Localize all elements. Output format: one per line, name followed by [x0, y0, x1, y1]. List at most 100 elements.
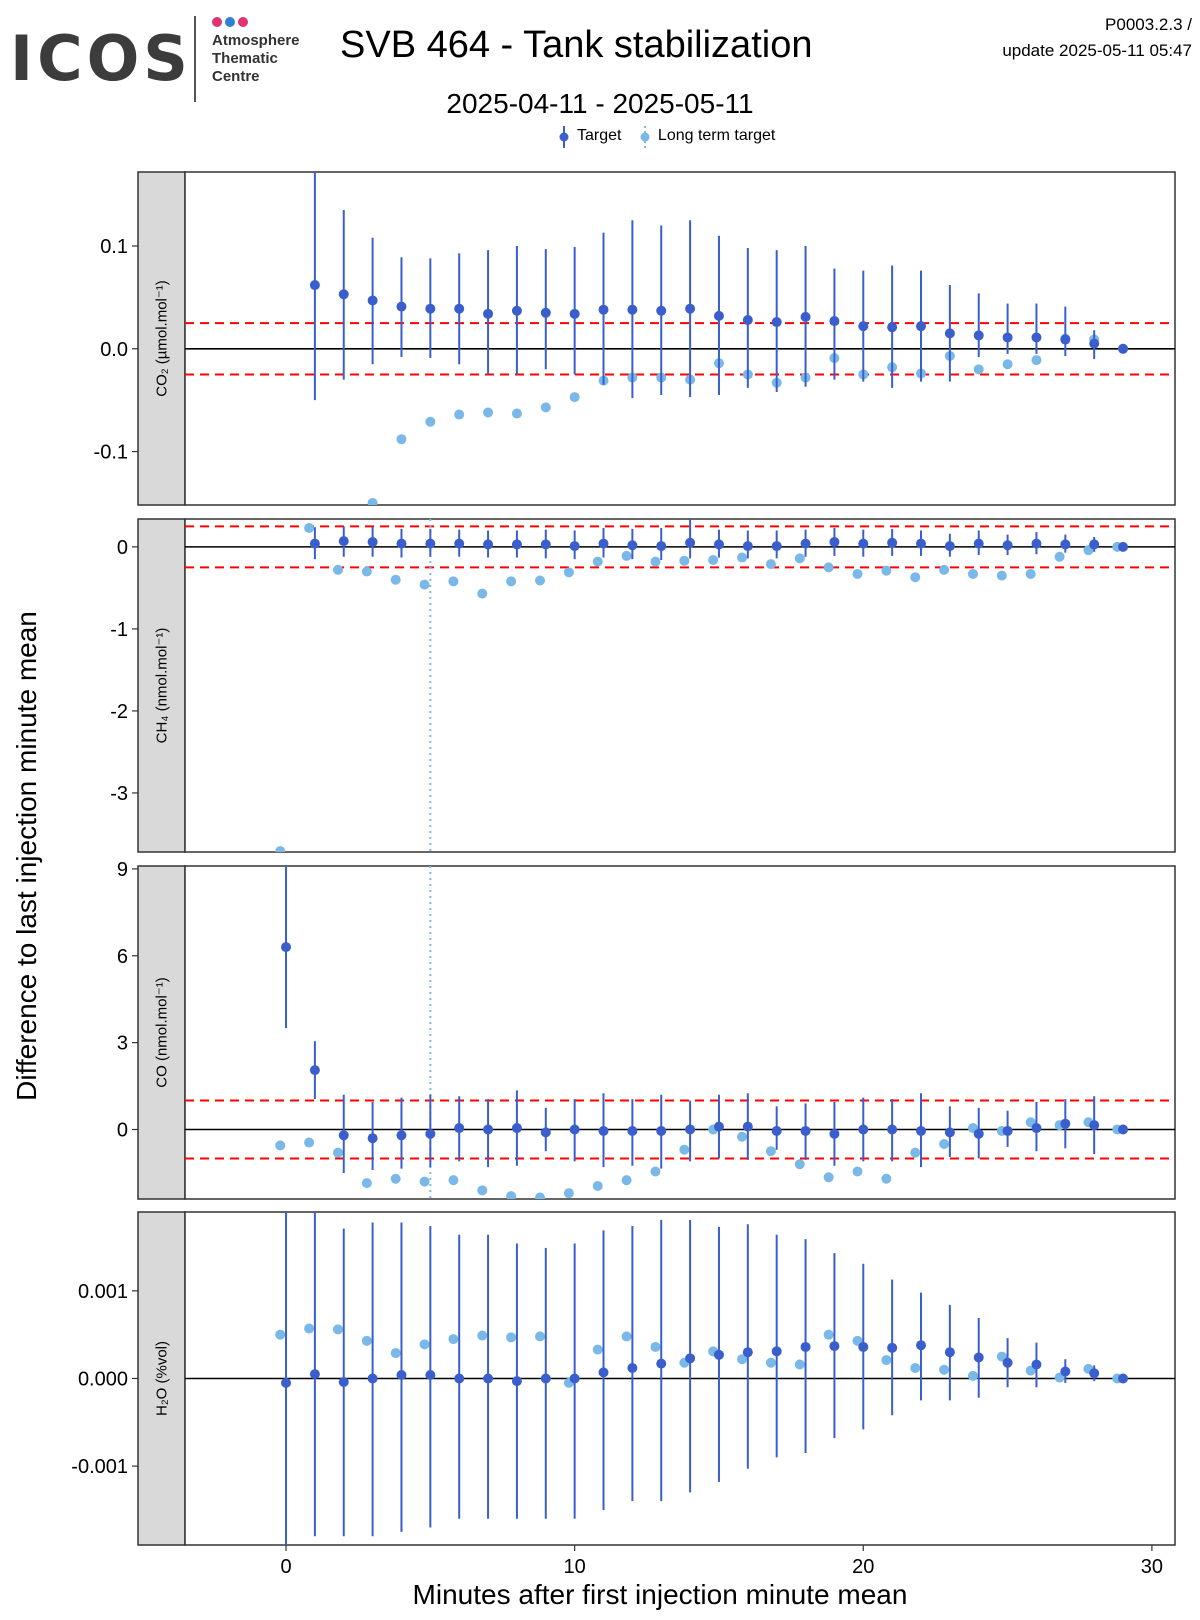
long-term-point: [823, 562, 834, 573]
target-point: [627, 1125, 638, 1136]
long-term-point: [477, 588, 488, 599]
long-term-point: [419, 1176, 430, 1187]
long-term-point: [621, 1175, 632, 1186]
y-tick-label: -0.001: [71, 1456, 128, 1478]
y-tick-label: 9: [117, 859, 128, 881]
long-term-point: [765, 1146, 776, 1157]
target-point: [713, 539, 724, 550]
target-point: [973, 1352, 984, 1363]
target-point: [396, 1369, 407, 1380]
long-term-point: [1025, 568, 1036, 579]
long-term-point: [304, 1137, 315, 1148]
target-point: [916, 1340, 927, 1351]
target-point: [425, 1128, 436, 1139]
long-term-point: [390, 1348, 401, 1359]
target-point: [800, 1341, 811, 1352]
target-point: [944, 1347, 955, 1358]
legend-key-target: [559, 126, 569, 148]
target-point: [1060, 1118, 1071, 1129]
target-point: [540, 307, 551, 318]
y-tick-label: -2: [110, 701, 128, 723]
panel-frame: [184, 518, 1176, 853]
target-point: [454, 303, 465, 314]
long-term-point: [448, 1175, 459, 1186]
target-point: [569, 541, 580, 552]
logo-dot-1: [212, 17, 222, 27]
version-label: P0003.2.3 /: [1105, 15, 1192, 34]
long-term-point: [939, 1364, 950, 1375]
target-point: [425, 538, 436, 549]
target-point: [916, 1125, 927, 1136]
target-point: [598, 538, 609, 549]
target-point: [454, 1373, 465, 1384]
long-term-point: [477, 1185, 488, 1196]
long-term-point: [506, 576, 517, 587]
panel-2: CH₄ (nmol.mol⁻¹) -3 -2 -1 0: [110, 518, 1176, 853]
target-point: [800, 1125, 811, 1136]
target-point: [944, 541, 955, 552]
long-term-point: [881, 565, 892, 576]
long-term-point: [765, 1357, 776, 1368]
target-point: [569, 308, 580, 319]
long-term-point: [361, 1335, 372, 1346]
legend-label-long-term-target: Long term target: [657, 127, 776, 144]
long-term-point: [592, 1180, 603, 1191]
target-point: [511, 539, 522, 550]
panel-3: CO (nmol.mol⁻¹) 0 3 6 9: [117, 859, 1176, 1200]
target-point: [713, 310, 724, 321]
long-term-point: [477, 1330, 488, 1341]
legend-label-target: Target: [577, 127, 622, 144]
target-point: [1089, 1120, 1100, 1131]
target-point: [1031, 538, 1042, 549]
target-point: [338, 536, 349, 547]
target-point: [338, 1130, 349, 1141]
target-point: [1089, 1368, 1100, 1379]
long-term-point: [708, 555, 719, 566]
target-point: [858, 538, 869, 549]
x-tick-label: 30: [1141, 1556, 1163, 1578]
target-point: [713, 1349, 724, 1360]
logo-wordmark: ICOS: [10, 22, 192, 95]
target-point: [367, 295, 378, 306]
long-term-point: [823, 1329, 834, 1340]
target-point: [742, 1121, 753, 1132]
long-term-point: [794, 1359, 805, 1370]
logo-divider: [194, 16, 196, 102]
panel-plot-area: [185, 519, 1175, 852]
target-point: [829, 316, 840, 327]
long-term-point: [483, 407, 494, 418]
long-term-point: [967, 1370, 978, 1381]
target-point: [569, 1124, 580, 1135]
target-point: [858, 321, 869, 332]
x-tick-label: 0: [280, 1556, 291, 1578]
long-term-point: [425, 416, 436, 427]
target-point: [1002, 1125, 1013, 1136]
long-term-point: [881, 1173, 892, 1184]
target-point: [800, 311, 811, 322]
target-point: [367, 1133, 378, 1144]
target-point: [483, 539, 494, 550]
legend-item-target: Target: [555, 124, 621, 148]
target-point: [1031, 332, 1042, 343]
panel-1: CO₂ (µmol.mol⁻¹) -0.1 0.0 0.1: [94, 171, 1176, 506]
y-tick-label: 3: [117, 1033, 128, 1055]
target-point: [916, 321, 927, 332]
logo-line-1: Atmosphere: [212, 32, 300, 49]
target-point: [1031, 1123, 1042, 1134]
target-point: [858, 1341, 869, 1352]
logo-line-3: Centre: [212, 68, 260, 85]
target-point: [742, 315, 753, 325]
target-point: [771, 541, 782, 552]
long-term-point: [569, 392, 580, 403]
target-point: [1060, 1366, 1071, 1377]
target-point: [1031, 1359, 1042, 1370]
target-point: [656, 541, 667, 552]
target-point: [1118, 1373, 1129, 1384]
long-term-point: [737, 1131, 748, 1142]
target-point: [973, 538, 984, 549]
target-point: [1118, 541, 1129, 552]
long-term-point: [332, 1147, 343, 1158]
panel-plot-area: [185, 1212, 1175, 1545]
target-point: [1089, 338, 1100, 349]
